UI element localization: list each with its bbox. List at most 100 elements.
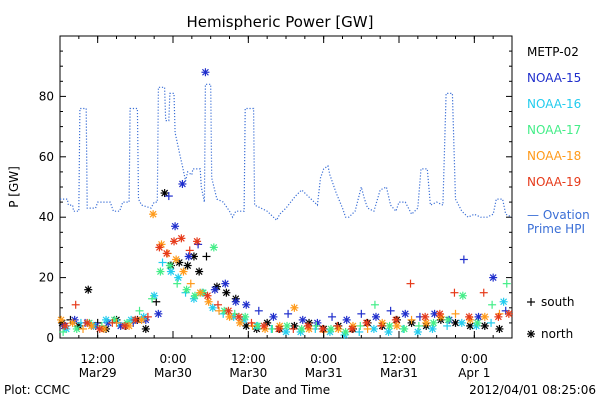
data-point xyxy=(83,318,92,327)
data-point xyxy=(422,318,431,327)
x-tick-label-date: Mar30 xyxy=(229,366,267,380)
data-point xyxy=(87,321,96,330)
data-point xyxy=(162,249,171,258)
data-point xyxy=(222,288,231,297)
data-point xyxy=(235,318,244,327)
data-point xyxy=(225,312,234,321)
data-point xyxy=(221,279,230,288)
data-point xyxy=(430,309,439,318)
data-point xyxy=(342,315,351,324)
x-axis-label: Date and Time xyxy=(242,383,330,397)
data-point xyxy=(504,309,513,318)
data-point xyxy=(152,297,161,306)
data-point xyxy=(391,315,400,324)
data-point xyxy=(190,291,199,300)
ovation-hpi-line xyxy=(60,83,513,222)
x-tick-label-date: Mar29 xyxy=(79,366,117,380)
data-point xyxy=(68,318,77,327)
data-point xyxy=(183,261,192,270)
data-point xyxy=(347,324,356,333)
data-point xyxy=(480,312,489,321)
data-point xyxy=(202,252,211,261)
y-tick-label: 80 xyxy=(39,89,54,103)
y-tick-label: 20 xyxy=(39,271,54,285)
data-point xyxy=(303,321,312,330)
data-point xyxy=(428,324,437,333)
x-tick-label-time: 0:00 xyxy=(461,352,488,366)
data-point xyxy=(341,327,350,336)
data-point xyxy=(137,315,146,324)
data-point xyxy=(465,312,474,321)
y-tick-label: 0 xyxy=(46,331,54,345)
legend-entry-noaa-16: NOAA-16 xyxy=(527,97,581,111)
data-point xyxy=(141,324,150,333)
x-tick-label-date: Apr 1 xyxy=(458,366,490,380)
data-point xyxy=(215,306,224,315)
data-point xyxy=(290,303,299,312)
data-point xyxy=(451,309,460,318)
data-point xyxy=(328,312,337,321)
y-tick-label: 40 xyxy=(39,210,54,224)
data-point xyxy=(377,321,386,330)
legend-ovation-line2: Prime HPI xyxy=(527,222,585,236)
data-point xyxy=(172,255,181,264)
data-point xyxy=(284,309,293,318)
data-point xyxy=(488,300,497,309)
data-point xyxy=(480,321,489,330)
data-point xyxy=(173,279,182,288)
data-point xyxy=(79,324,88,333)
data-point xyxy=(193,237,202,246)
data-point xyxy=(247,318,256,327)
data-point xyxy=(401,309,410,318)
data-point xyxy=(473,318,482,327)
data-point xyxy=(384,327,393,336)
footer-right: 2012/04/01 08:25:06 xyxy=(469,383,596,397)
data-point xyxy=(385,321,394,330)
data-point xyxy=(95,324,104,333)
legend: METP-02 NOAA-15 NOAA-16 NOAA-17 NOAA-18 NOAA-… xyxy=(527,45,590,341)
data-point xyxy=(282,327,290,336)
data-point xyxy=(499,297,508,306)
data-point xyxy=(297,324,306,333)
data-point xyxy=(414,321,423,330)
data-point xyxy=(108,318,117,327)
data-point xyxy=(196,288,205,297)
data-point xyxy=(443,321,452,330)
series-noaa-16 xyxy=(62,258,508,339)
data-point xyxy=(158,258,167,267)
data-point xyxy=(71,300,80,309)
legend-entry-noaa-19: NOAA-19 xyxy=(527,175,581,189)
data-point xyxy=(400,324,409,333)
series-noaa-19 xyxy=(61,234,513,333)
data-point xyxy=(61,321,70,330)
data-point xyxy=(209,243,218,252)
legend-ovation-line1: — Ovation xyxy=(527,208,590,222)
x-tick-label-date: Mar30 xyxy=(154,366,192,380)
data-point xyxy=(429,318,438,327)
x-tick-label-time: 0:00 xyxy=(310,352,337,366)
data-point xyxy=(171,222,180,231)
data-point xyxy=(355,327,364,336)
legend-symbol-north xyxy=(527,330,535,338)
data-point xyxy=(413,327,422,336)
series-noaa-15 xyxy=(60,68,510,330)
data-point xyxy=(334,324,343,333)
data-point xyxy=(231,297,240,306)
data-point xyxy=(371,312,380,321)
data-point xyxy=(458,291,467,300)
data-point xyxy=(84,285,93,294)
y-tick-label: 60 xyxy=(39,150,54,164)
data-point xyxy=(204,297,213,306)
data-point xyxy=(149,210,158,219)
data-point xyxy=(406,279,415,288)
data-point xyxy=(224,306,233,315)
data-point xyxy=(186,279,195,288)
data-point xyxy=(170,237,179,246)
data-point xyxy=(318,324,327,333)
x-tick-label-time: 0:00 xyxy=(160,352,187,366)
chart-title: Hemispheric Power [GW] xyxy=(187,13,374,31)
data-point xyxy=(165,261,174,270)
legend-symbol-label-north: north xyxy=(541,327,573,341)
data-point xyxy=(435,309,444,318)
plot-area xyxy=(59,35,513,339)
